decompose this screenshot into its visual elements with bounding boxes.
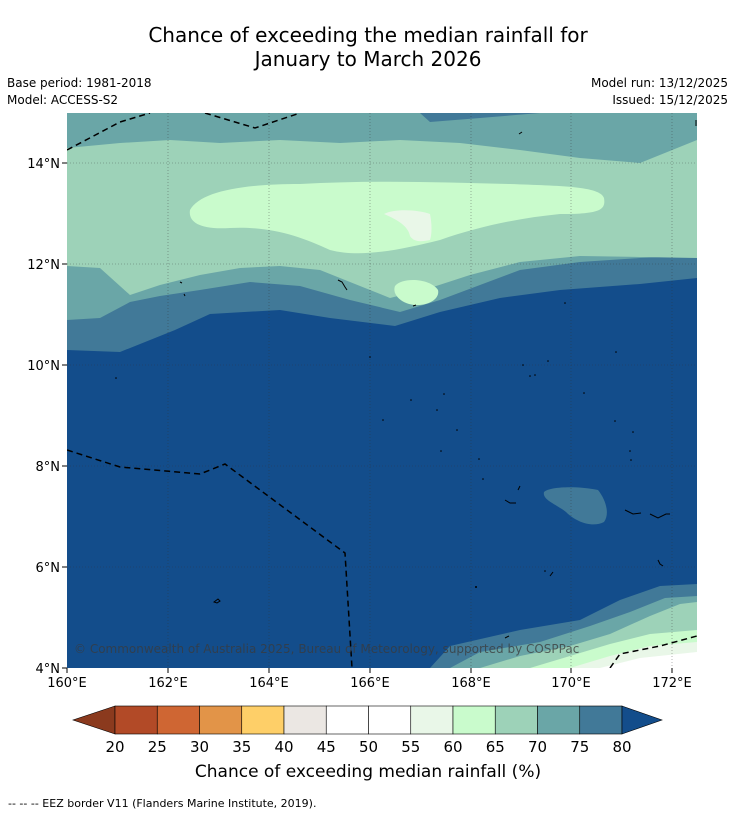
colorbar-segment <box>241 705 285 735</box>
map-layers <box>67 113 697 668</box>
rainfall-map: 14°N 12°N 10°N 8°N 6°N 4°N 160°E 162°E 1… <box>27 113 697 691</box>
colorbar-segment <box>368 705 412 735</box>
eez-borders <box>67 113 697 668</box>
lat-label-8n: 8°N <box>36 460 61 475</box>
copyright-notice: © Commonwealth of Australia 2025, Bureau… <box>74 642 579 656</box>
map-title-line2: January to March 2026 <box>254 47 482 71</box>
colorbar-tick-label: 25 <box>148 738 167 756</box>
region-75-80-patch <box>543 487 607 525</box>
region-se-50-55 <box>600 652 697 668</box>
eez-legend-note: -- -- -- EEZ border V11 (Flanders Marine… <box>8 797 317 810</box>
colorbar-tick-label: 55 <box>401 738 420 756</box>
lon-ticks: 160°E 162°E 164°E 166°E 168°E 170°E 172°… <box>47 668 692 691</box>
colorbar-segment <box>494 705 538 735</box>
colorbar-segment <box>579 705 623 735</box>
colorbar-tick-label: 20 <box>105 738 124 756</box>
lon-label-166e: 166°E <box>350 676 390 691</box>
region-55-60 <box>384 210 432 242</box>
lat-label-6n: 6°N <box>36 561 61 576</box>
colorbar-segment <box>452 705 496 735</box>
colorbar-segment <box>199 705 243 735</box>
colorbar-tick-label: 60 <box>443 738 462 756</box>
colorbar-tick-label: 35 <box>232 738 251 756</box>
colorbar-segment <box>283 705 327 735</box>
gridlines <box>67 113 697 668</box>
colorbar-tick-labels: 20 25 30 35 40 45 50 55 60 65 70 75 80 <box>105 738 631 756</box>
colorbar-tick-label: 30 <box>190 738 209 756</box>
lat-ticks: 14°N 12°N 10°N 8°N 6°N 4°N <box>27 157 67 677</box>
lon-label-170e: 170°E <box>551 676 591 691</box>
base-period: Base period: 1981-2018 <box>7 76 152 90</box>
colorbar-tick-label: 40 <box>274 738 293 756</box>
model-name: Model: ACCESS-S2 <box>7 93 119 107</box>
lat-label-4n: 4°N <box>36 662 61 677</box>
colorbar-segment <box>156 705 200 735</box>
model-run: Model run: 13/12/2025 <box>590 76 728 90</box>
colorbar-tick-label: 80 <box>612 738 631 756</box>
colorbar-arrow-low <box>72 705 116 735</box>
colorbar-label: Chance of exceeding median rainfall (%) <box>194 762 542 782</box>
colorbar-segment <box>325 705 369 735</box>
lat-label-10n: 10°N <box>27 359 60 374</box>
region-60-65-small <box>394 280 439 306</box>
colorbar-tick-label: 65 <box>486 738 505 756</box>
colorbar-segment <box>537 705 581 735</box>
colorbar-arrow-high <box>621 705 663 735</box>
lat-label-14n: 14°N <box>27 157 60 172</box>
colorbar-segment <box>410 705 454 735</box>
issued-date: Issued: 15/12/2025 <box>612 93 728 107</box>
atolls <box>115 302 634 588</box>
lat-label-12n: 12°N <box>27 258 60 273</box>
colorbar-tick-label: 70 <box>528 738 547 756</box>
lon-label-172e: 172°E <box>652 676 692 691</box>
colorbar-segments <box>72 705 663 735</box>
colorbar-tick-label: 75 <box>570 738 589 756</box>
lon-label-162e: 162°E <box>148 676 188 691</box>
map-title-line1: Chance of exceeding the median rainfall … <box>148 23 588 47</box>
colorbar-tick-label: 50 <box>359 738 378 756</box>
islands <box>179 120 697 639</box>
colorbar-segment <box>114 705 158 735</box>
lon-label-164e: 164°E <box>249 676 289 691</box>
lon-label-160e: 160°E <box>47 676 87 691</box>
colorbar-tick-label: 45 <box>317 738 336 756</box>
lon-label-168e: 168°E <box>451 676 491 691</box>
